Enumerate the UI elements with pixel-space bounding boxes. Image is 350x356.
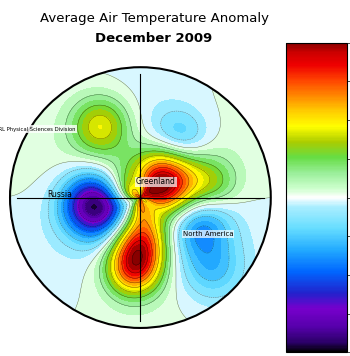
Text: NOAA/ESRL Physical Sciences Division: NOAA/ESRL Physical Sciences Division bbox=[0, 127, 76, 132]
Text: December 2009: December 2009 bbox=[95, 31, 213, 44]
Text: Average Air Temperature Anomaly: Average Air Temperature Anomaly bbox=[40, 12, 268, 25]
Text: Greenland: Greenland bbox=[136, 177, 176, 187]
Text: Russia: Russia bbox=[47, 190, 72, 199]
Text: North America: North America bbox=[183, 231, 233, 237]
